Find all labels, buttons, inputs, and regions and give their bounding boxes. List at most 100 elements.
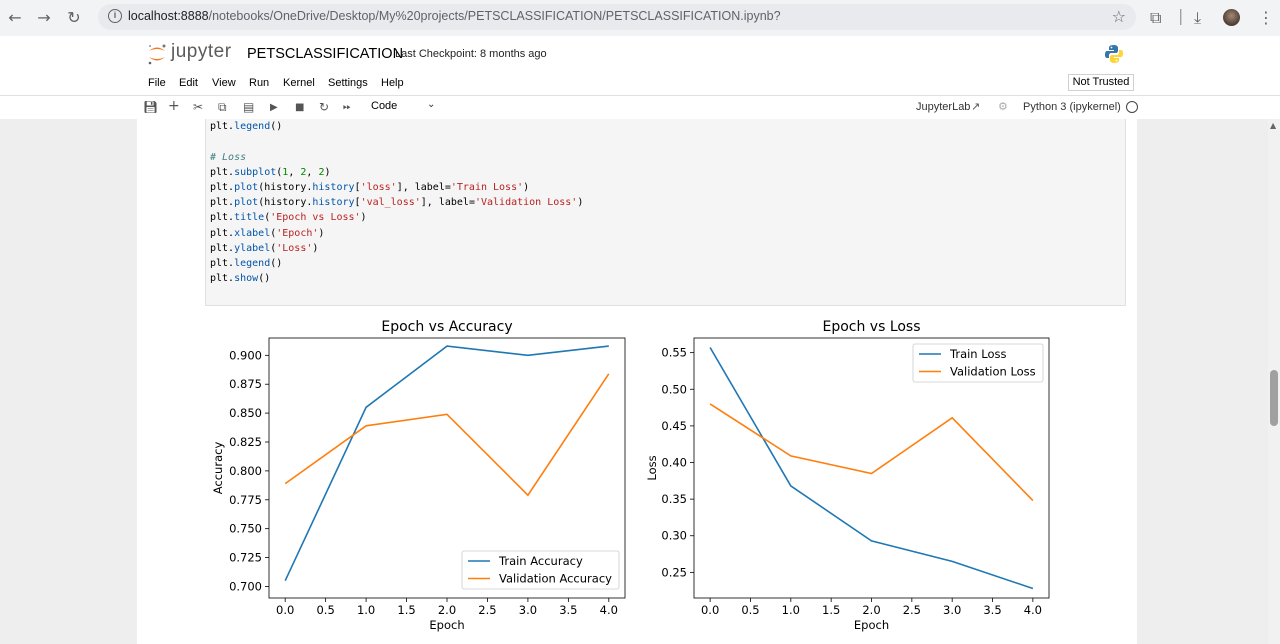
x-tick-label: 1.0 [357,603,375,617]
code-line[interactable]: plt.title('Epoch vs Loss') [210,212,367,223]
url-text[interactable]: localhost:8888/notebooks/OneDrive/Deskto… [128,9,781,23]
menu-run[interactable]: Run [249,77,270,89]
divider-icon: | [1178,6,1184,25]
legend-label: Train Loss [949,347,1006,361]
x-tick-label: 1.5 [397,603,415,617]
y-tick-label: 0.850 [229,406,262,420]
menu-kernel[interactable]: Kernel [283,77,315,89]
y-tick-label: 0.45 [661,419,687,433]
series-line [284,345,609,582]
menu-edit[interactable]: Edit [179,77,198,89]
jupyter-header [0,36,1280,72]
stop-icon[interactable]: ■ [295,102,305,113]
y-tick-label: 0.900 [229,348,262,362]
x-tick-label: 0.5 [316,603,334,617]
legend-label: Validation Accuracy [499,572,612,586]
y-tick-label: 0.50 [661,382,687,396]
save-icon[interactable]: 💾︎ [143,100,159,114]
x-tick-label: 1.0 [782,603,800,617]
x-axis-label: Epoch [854,618,889,632]
y-tick-label: 0.700 [229,579,262,593]
jupyter-logo-icon[interactable] [146,42,168,66]
code-cell[interactable] [205,119,1126,306]
y-tick-label: 0.40 [661,456,687,470]
address-bar[interactable]: i localhost:8888/notebooks/OneDrive/Desk… [98,4,1136,30]
copy-icon[interactable]: ⧉ [218,100,227,114]
site-info-icon[interactable]: i [108,9,122,23]
y-tick-label: 0.800 [229,464,262,478]
code-line[interactable]: plt.legend() [210,258,283,269]
cell-type-select[interactable]: Code [371,100,398,112]
code-line[interactable]: # Loss [210,152,247,163]
x-tick-label: 4.0 [600,603,618,617]
legend-box [912,343,1044,383]
x-tick-label: 0.0 [276,603,294,617]
extensions-icon[interactable]: ⧉ [1150,8,1162,27]
y-tick-label: 0.750 [229,522,262,536]
x-tick-label: 3.0 [943,603,961,617]
python-kernel-logo-icon [1105,45,1123,63]
restart-kernel-icon[interactable]: ↻ [319,100,330,114]
code-line[interactable]: plt.subplot(1, 2, 2) [210,167,331,178]
x-tick-label: 3.5 [983,603,1001,617]
scroll-up-arrow-icon[interactable]: ▲ [1270,121,1277,130]
scrollbar-thumb[interactable] [1270,370,1278,426]
code-line[interactable]: plt.show() [210,273,271,284]
menu-file[interactable]: File [148,77,166,89]
trust-status-button[interactable]: Not Trusted [1068,74,1134,91]
series-line [709,403,1034,502]
reload-icon[interactable]: ↻ [67,8,81,27]
x-tick-label: 2.5 [903,603,921,617]
menu-help[interactable]: Help [381,77,404,89]
y-tick-label: 0.775 [229,493,262,507]
y-tick-label: 0.35 [661,492,687,506]
code-line[interactable]: plt.plot(history.history['loss'], label=… [210,182,530,193]
kernel-status-icon [1126,101,1138,113]
x-tick-label: 2.0 [438,603,456,617]
code-line[interactable]: plt.plot(history.history['val_loss'], la… [210,197,584,208]
browser-menu-icon[interactable]: ⋮ [1258,8,1274,27]
open-jupyterlab-link[interactable]: JupyterLab [916,101,971,113]
menu-bar [0,72,1280,96]
kernel-name[interactable]: Python 3 (ipykernel) [1023,101,1121,113]
external-link-icon[interactable]: ↗ [971,100,981,113]
code-line[interactable]: plt.ylabel('Loss') [210,243,319,254]
y-tick-label: 0.725 [229,551,262,565]
chevron-down-icon[interactable]: ⌄ [427,99,436,110]
run-all-icon[interactable]: ⏩︎ [343,102,351,113]
code-line[interactable]: plt.xlabel('Epoch') [210,228,325,239]
y-tick-label: 0.875 [229,377,262,391]
back-icon[interactable]: ← [8,8,22,27]
x-tick-label: 0.0 [701,603,719,617]
x-tick-label: 1.5 [822,603,840,617]
forward-icon[interactable]: → [37,8,51,27]
insert-cell-icon[interactable]: + [168,98,180,114]
output-figure: Epoch vs Accuracy 0.0 0.5 1.0 1.5 2.0 2.5 3.0 3.… [211,319,1050,632]
code-line[interactable]: plt.legend() [210,121,283,132]
chart-title: Epoch vs Accuracy [381,319,512,335]
y-axis-label: Loss [645,455,659,480]
y-tick-label: 0.55 [661,346,687,360]
y-tick-label: 0.825 [229,435,262,449]
cut-icon[interactable]: ✂ [193,100,204,114]
series-line [709,347,1034,590]
menu-view[interactable]: View [212,77,236,89]
x-tick-label: 3.5 [559,603,577,617]
profile-avatar[interactable] [1223,9,1240,26]
chart-title: Epoch vs Loss [822,319,920,335]
x-tick-label: 2.5 [478,603,496,617]
notebook-title[interactable]: PETSCLASSIFICATION [247,46,404,62]
x-tick-label: 3.0 [519,603,537,617]
y-tick-label: 0.30 [661,529,687,543]
y-tick-label: 0.25 [661,565,687,579]
series-line [284,373,610,497]
paste-icon[interactable]: ▤ [243,100,255,114]
x-tick-label: 2.0 [862,603,880,617]
gear-icon[interactable]: ⚙ [998,100,1008,113]
x-tick-label: 0.5 [741,603,759,617]
download-icon[interactable]: ⤓ [1194,8,1202,27]
bookmark-star-icon[interactable]: ☆ [1111,7,1126,26]
run-icon[interactable]: ▶ [270,102,278,113]
menu-settings[interactable]: Settings [328,77,368,89]
jupyter-wordmark: jupyter [171,41,232,62]
